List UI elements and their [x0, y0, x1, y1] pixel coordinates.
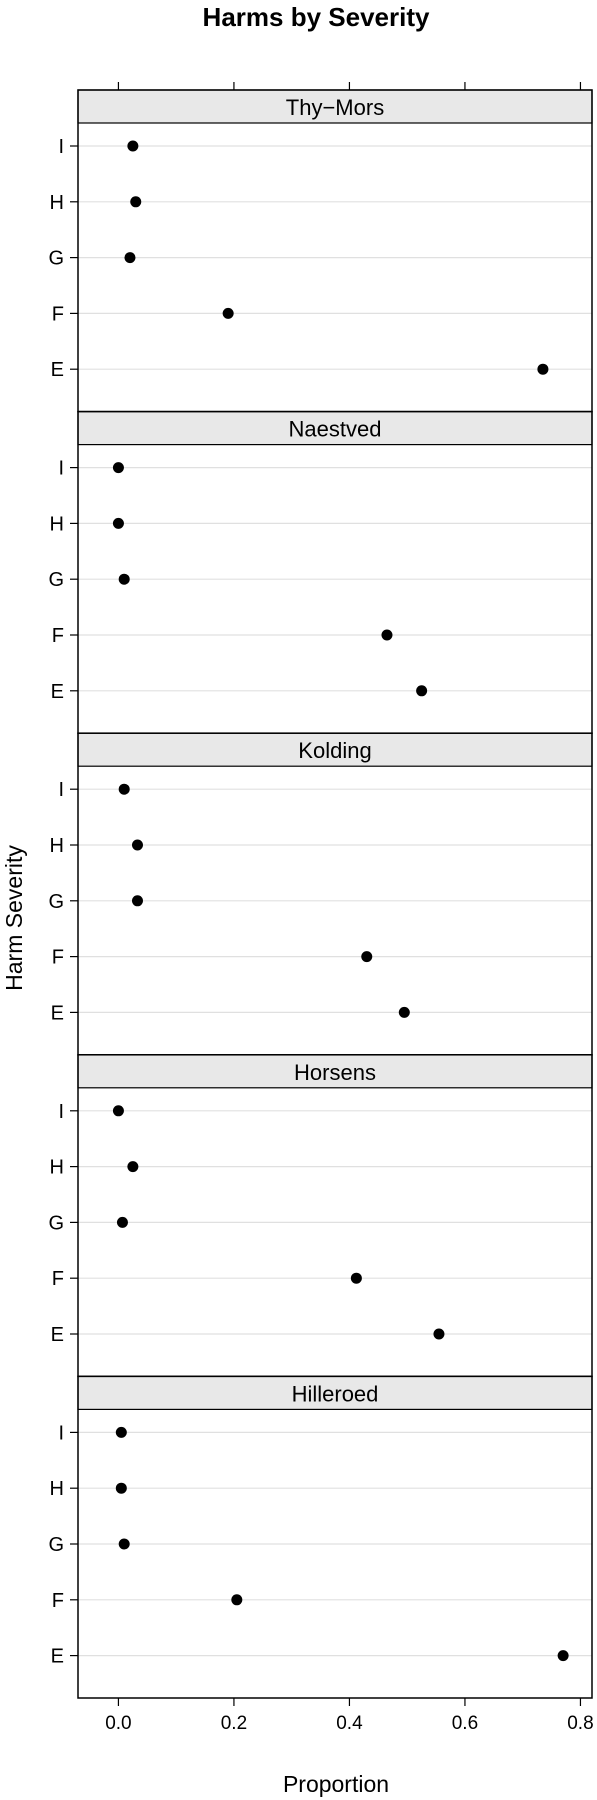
panel-thy-mors: Thy−Mors I H G F E [48, 89, 593, 413]
panel-strip-label: Naestved [289, 417, 382, 442]
category-label: H [50, 1157, 64, 1179]
category-label: I [58, 136, 64, 158]
category-label: E [51, 681, 64, 703]
panel-frame [77, 732, 593, 1056]
data-point [118, 1538, 130, 1550]
data-point [350, 1272, 362, 1284]
category-label: F [52, 1268, 64, 1290]
data-point [116, 1216, 128, 1228]
category-label: I [58, 1101, 64, 1123]
panel-strip [77, 732, 593, 767]
data-point [127, 140, 139, 152]
panel-frame [77, 410, 593, 734]
panel-naestved: Naestved I H G F E [48, 410, 593, 734]
category-label: F [52, 1590, 64, 1612]
category-label: F [52, 303, 64, 325]
category-label: E [51, 1324, 64, 1346]
panel-frame [77, 1054, 593, 1378]
category-label: F [52, 625, 64, 647]
data-point [131, 895, 143, 907]
y-axis-label: Harm Severity [1, 845, 27, 991]
panel-hilleroed: Hilleroed I H G F E [48, 1375, 593, 1699]
x-tick-label: 0.2 [221, 1713, 247, 1734]
data-point [112, 1105, 124, 1117]
data-point [398, 1006, 410, 1018]
data-point [124, 252, 136, 264]
bottom-axis-ticks: 0.0 0.2 0.4 0.6 0.8 [105, 1698, 594, 1734]
category-label: F [52, 947, 64, 969]
panel-strip [77, 1054, 593, 1089]
chart-title: Harms by Severity [203, 2, 430, 32]
x-tick-label: 0.0 [105, 1713, 131, 1734]
category-label: G [48, 891, 64, 913]
category-label: E [51, 1646, 64, 1668]
category-label: H [50, 835, 64, 857]
panel-frame [77, 89, 593, 413]
panel-strip [77, 1375, 593, 1411]
category-label: E [51, 1002, 64, 1024]
data-point [131, 839, 143, 851]
panel-strip-label: Kolding [298, 738, 371, 763]
data-point [112, 517, 124, 529]
panel-strip-label: Horsens [294, 1060, 376, 1085]
category-label: H [50, 192, 64, 214]
panel-strip-label: Hilleroed [292, 1381, 379, 1406]
category-label: I [58, 1422, 64, 1444]
panel-strip-label: Thy−Mors [286, 95, 384, 120]
x-axis-label: Proportion [283, 1771, 389, 1797]
data-point [112, 462, 124, 474]
data-point [118, 783, 130, 795]
data-point [381, 629, 393, 641]
panel-frame [77, 1375, 593, 1699]
data-point [557, 1650, 569, 1662]
category-label: G [48, 1534, 64, 1556]
category-label: E [51, 359, 64, 381]
data-point [416, 685, 428, 697]
data-point [433, 1328, 445, 1340]
category-label: G [48, 1212, 64, 1234]
data-point [130, 196, 142, 208]
x-tick-label: 0.4 [336, 1713, 363, 1734]
category-label: I [58, 779, 64, 801]
category-label: G [48, 248, 64, 270]
data-point [537, 363, 549, 375]
x-tick-label: 0.6 [452, 1713, 478, 1734]
panel-horsens: Horsens I H G F E [48, 1054, 593, 1378]
x-tick-label: 0.8 [567, 1713, 593, 1734]
category-label: I [58, 458, 64, 480]
category-label: H [50, 513, 64, 535]
data-point [127, 1161, 139, 1173]
panel-kolding: Kolding I H G F E [48, 732, 593, 1056]
panels: Thy−MorsIHGFENaestvedIHGFEKoldingIHGFEHo… [48, 89, 593, 1699]
data-point [361, 951, 373, 963]
category-label: H [50, 1478, 64, 1500]
category-label: G [48, 569, 64, 591]
data-point [115, 1426, 127, 1438]
panel-strip [77, 89, 593, 124]
data-point [115, 1482, 127, 1494]
top-axis-ticks [117, 82, 582, 90]
data-point [222, 307, 234, 319]
data-point [118, 573, 130, 585]
data-point [231, 1594, 243, 1606]
